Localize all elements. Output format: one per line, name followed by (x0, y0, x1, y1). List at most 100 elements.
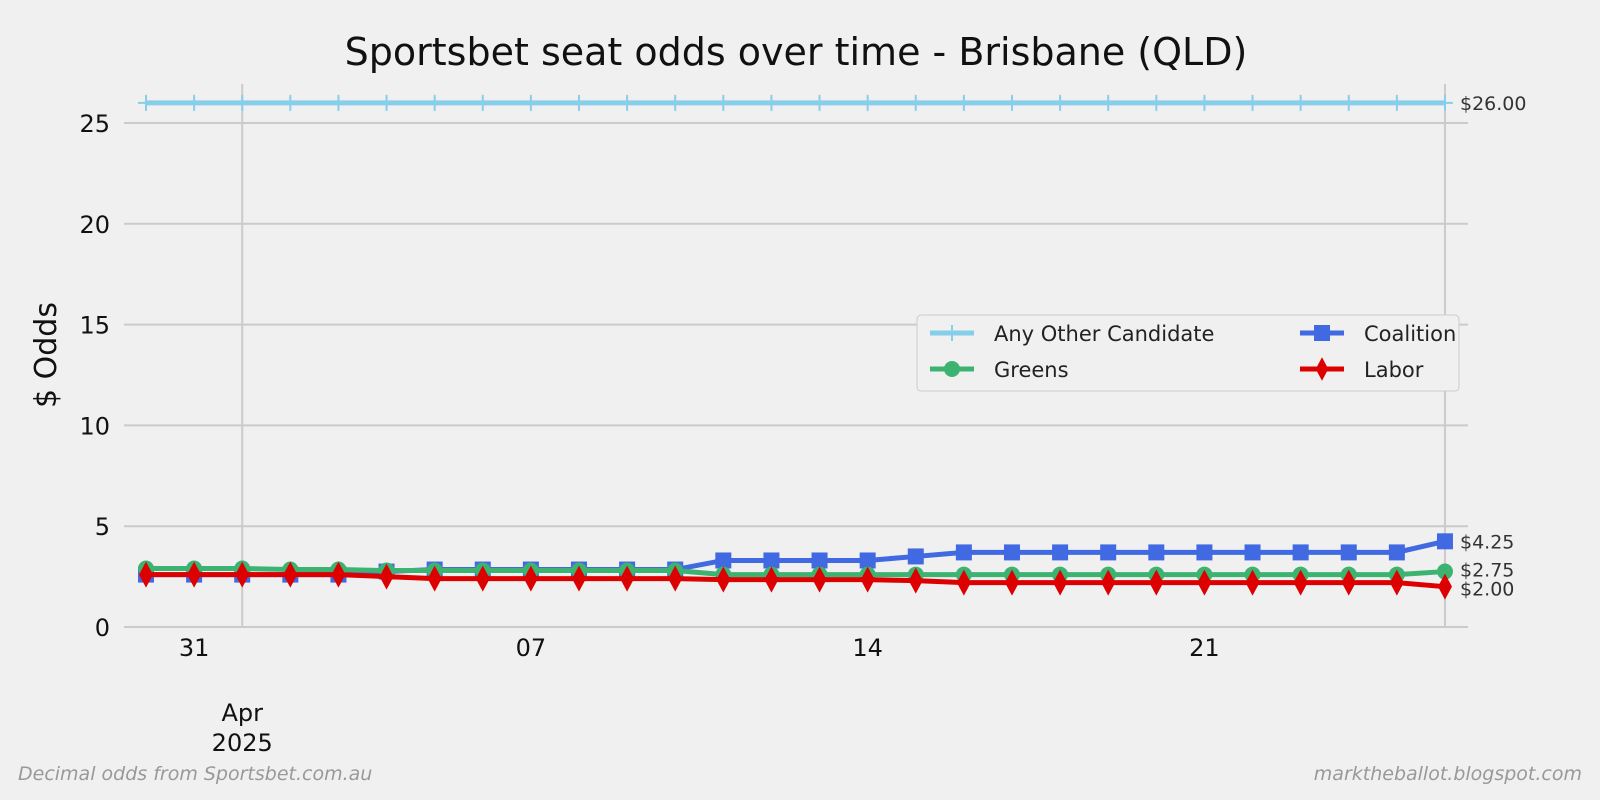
marker-plus (955, 94, 972, 111)
legend-label: Greens (994, 358, 1069, 382)
marker-plus (426, 94, 443, 111)
y-tick-label: 20 (79, 211, 110, 239)
marker-plus (522, 94, 539, 111)
marker-plus (1052, 94, 1069, 111)
y-tick-label: 5 (95, 513, 110, 541)
marker-diamond (860, 566, 875, 593)
marker-square (1340, 544, 1357, 561)
series-labor: $2.00 (139, 561, 1514, 601)
marker-square (955, 544, 972, 561)
marker-diamond (620, 565, 635, 592)
marker-diamond (1004, 569, 1019, 596)
marker-square (1292, 544, 1309, 561)
y-axis-label: $ Odds (29, 302, 64, 408)
marker-diamond (1149, 569, 1164, 596)
marker-plus (234, 94, 251, 111)
marker-diamond (283, 561, 298, 588)
marker-square (715, 552, 732, 569)
marker-plus (667, 94, 684, 111)
marker-plus (763, 94, 780, 111)
end-value-label: $2.00 (1460, 579, 1514, 601)
marker-diamond (571, 565, 586, 592)
marker-plus (1388, 94, 1405, 111)
marker-diamond (1293, 569, 1308, 596)
marker-plus (859, 94, 876, 111)
marker-diamond (139, 561, 153, 588)
marker-circle (1436, 563, 1453, 580)
marker-plus (570, 94, 587, 111)
marker-diamond (764, 566, 779, 593)
x-tick-label: 14 (852, 634, 883, 662)
marker-diamond (331, 561, 346, 588)
marker-diamond (187, 561, 202, 588)
marker-diamond (716, 566, 731, 593)
marker-diamond (812, 566, 827, 593)
marker-plus (1100, 94, 1117, 111)
marker-square (1196, 544, 1213, 561)
end-value-label: $4.25 (1460, 531, 1514, 553)
series-line (146, 538, 1446, 578)
marker-plus (282, 94, 299, 111)
marker-square (1148, 544, 1165, 561)
footer-credit: marktheballot.blogspot.com (1314, 763, 1582, 785)
marker-plus (1436, 94, 1453, 111)
marker-plus (138, 94, 154, 111)
series-line (146, 572, 1446, 590)
x-month-label: Apr (221, 699, 263, 727)
marker-square (1436, 533, 1453, 550)
marker-square (763, 552, 780, 569)
marker-plus (1340, 94, 1357, 111)
marker-plus (474, 94, 491, 111)
marker-square (1100, 544, 1117, 561)
marker-diamond (1315, 357, 1329, 381)
marker-diamond (1101, 569, 1116, 596)
series-any-other-candidate: $26.00 (138, 93, 1526, 115)
marker-diamond (235, 561, 250, 588)
y-tick-label: 10 (79, 412, 110, 440)
marker-square (1003, 544, 1020, 561)
marker-plus (186, 94, 203, 111)
marker-diamond (1245, 569, 1260, 596)
marker-plus (811, 94, 828, 111)
marker-circle (944, 361, 960, 377)
marker-plus (944, 325, 960, 341)
marker-diamond (956, 569, 971, 596)
legend-label: Coalition (1364, 322, 1456, 346)
x-tick-label: 07 (516, 634, 547, 662)
y-tick-label: 15 (79, 312, 110, 340)
marker-diamond (427, 565, 442, 592)
marker-plus (907, 94, 924, 111)
marker-square (1388, 544, 1405, 561)
marker-diamond (1389, 569, 1404, 596)
marker-plus (619, 94, 636, 111)
y-tick-label: 0 (95, 614, 110, 642)
legend-label: Labor (1364, 358, 1424, 382)
marker-square (811, 552, 828, 569)
marker-diamond (475, 565, 490, 592)
marker-diamond (1341, 569, 1356, 596)
x-tick-label: 31 (179, 634, 210, 662)
marker-plus (1292, 94, 1309, 111)
marker-plus (715, 94, 732, 111)
marker-diamond (523, 565, 538, 592)
marker-diamond (1053, 569, 1068, 596)
marker-diamond (908, 567, 923, 594)
marker-diamond (1437, 573, 1452, 600)
footer-source: Decimal odds from Sportsbet.com.au (18, 763, 372, 785)
marker-square (1314, 325, 1330, 341)
marker-plus (1003, 94, 1020, 111)
chart-title: Sportsbet seat odds over time - Brisbane… (345, 30, 1248, 74)
marker-diamond (1197, 569, 1212, 596)
marker-plus (1244, 94, 1261, 111)
end-value-label: $26.00 (1460, 93, 1526, 115)
marker-plus (1148, 94, 1165, 111)
marker-diamond (379, 563, 394, 590)
marker-square (1052, 544, 1069, 561)
marker-plus (378, 94, 395, 111)
marker-square (907, 548, 924, 565)
series-line (146, 566, 1446, 578)
marker-diamond (668, 565, 683, 592)
marker-square (859, 552, 876, 569)
